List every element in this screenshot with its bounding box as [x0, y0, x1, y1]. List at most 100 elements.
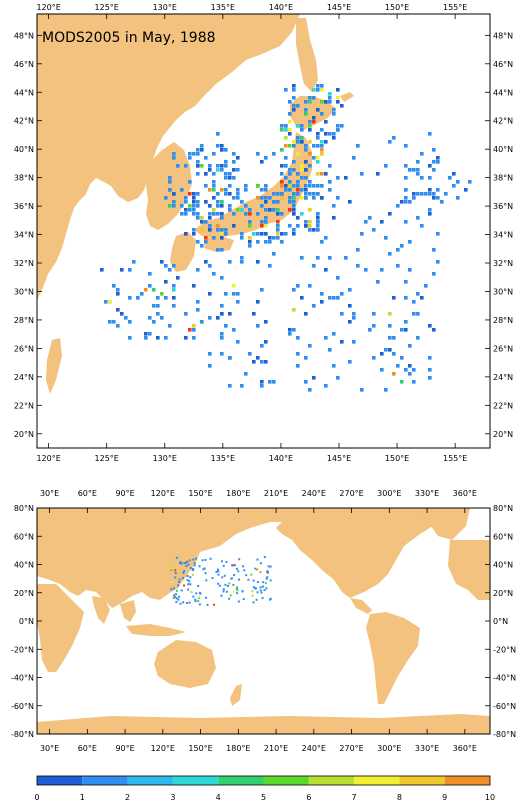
observation-cell	[183, 570, 186, 573]
observation-cell	[192, 595, 195, 598]
observation-cell	[172, 284, 176, 288]
lat-label: 46°N	[493, 60, 513, 69]
lon-label: 150°E	[385, 3, 409, 12]
bottom-map-lon-labels-bottom: 30°E 60°E 90°E 120°E 150°E 180°E 210°E 240°E 270…	[40, 744, 477, 753]
observation-cell	[175, 597, 178, 600]
observation-cell	[192, 324, 196, 328]
colorbar-tick-label: 0	[34, 793, 39, 802]
observation-cell	[300, 188, 304, 192]
observation-cell	[236, 192, 240, 196]
observation-cell	[380, 352, 384, 356]
observation-cell	[212, 236, 216, 240]
observation-cell	[172, 296, 176, 300]
land-hokkaido	[290, 96, 336, 130]
observation-cell	[172, 596, 175, 599]
observation-cell	[204, 236, 208, 240]
observation-cell	[208, 168, 212, 172]
observation-cell	[184, 212, 188, 216]
observation-cell	[264, 196, 268, 200]
observation-cell	[265, 577, 268, 580]
observation-cell	[392, 296, 396, 300]
observation-cell	[352, 312, 356, 316]
observation-cell	[196, 152, 200, 156]
observation-cell	[304, 108, 308, 112]
observation-cell	[254, 567, 257, 570]
observation-cell	[193, 564, 196, 567]
observation-cell	[404, 368, 408, 372]
observation-cell	[264, 188, 268, 192]
observation-cell	[404, 188, 408, 192]
observation-cell	[160, 260, 164, 264]
observation-cell	[236, 188, 240, 192]
observation-cell	[185, 564, 188, 567]
colorbar-tick-label: 1	[80, 793, 85, 802]
observation-cell	[264, 360, 268, 364]
lat-label: 32°N	[493, 259, 513, 268]
colorbar-tick-labels: 0 1 2 3 4 5 6 7 8 9 10	[34, 793, 495, 802]
observation-cell	[224, 188, 228, 192]
observation-cell	[196, 300, 200, 304]
observation-cell	[196, 192, 200, 196]
lon-label: 120°E	[151, 489, 175, 498]
observation-cell	[292, 104, 296, 108]
land-north-america	[276, 508, 436, 598]
observation-cell	[416, 172, 420, 176]
observation-cell	[192, 196, 196, 200]
observation-cell	[236, 292, 240, 296]
observation-cell	[276, 220, 280, 224]
observation-cell	[340, 340, 344, 344]
observation-cell	[260, 196, 264, 200]
observation-cell	[212, 152, 216, 156]
observation-cell	[300, 176, 304, 180]
observation-cell	[128, 268, 132, 272]
lon-label: 360°E	[453, 744, 477, 753]
lat-label: 30°N	[493, 287, 513, 296]
lat-label: 40°N	[493, 145, 513, 154]
observation-cell	[220, 232, 224, 236]
observation-cell	[128, 320, 132, 324]
observation-cell	[296, 352, 300, 356]
observation-cell	[400, 356, 404, 360]
observation-cell	[320, 148, 324, 152]
observation-cell	[296, 180, 300, 184]
observation-cell	[316, 256, 320, 260]
observation-cell	[212, 272, 216, 276]
observation-cell	[160, 316, 164, 320]
observation-cell	[328, 100, 332, 104]
lat-label: 32°N	[14, 259, 34, 268]
observation-cell	[168, 180, 172, 184]
observation-cell	[304, 380, 308, 384]
observation-cell	[236, 300, 240, 304]
observation-cell	[312, 264, 316, 268]
observation-cell	[296, 188, 300, 192]
observation-cell	[260, 232, 264, 236]
observation-cell	[316, 224, 320, 228]
observation-cell	[266, 570, 269, 573]
observation-cell	[400, 200, 404, 204]
observation-cell	[200, 228, 204, 232]
observation-cell	[266, 576, 269, 579]
observation-cell	[180, 589, 183, 592]
observation-cell	[424, 192, 428, 196]
lon-label: 150°E	[188, 744, 212, 753]
observation-cell	[296, 364, 300, 368]
observation-cell	[328, 188, 332, 192]
observation-cell	[216, 164, 220, 168]
observation-cell	[240, 384, 244, 388]
observation-cell	[284, 88, 288, 92]
observation-cell	[173, 596, 176, 599]
observation-cell	[260, 380, 264, 384]
observation-cell	[172, 200, 176, 204]
observation-cell	[328, 348, 332, 352]
observation-cell	[352, 340, 356, 344]
observation-cell	[336, 376, 340, 380]
observation-cell	[228, 597, 231, 600]
observation-cell	[428, 368, 432, 372]
observation-cell	[336, 296, 340, 300]
observation-cell	[296, 124, 300, 128]
observation-cell	[225, 590, 228, 593]
observation-cell	[177, 584, 180, 587]
observation-cell	[264, 200, 268, 204]
colorbar-cell	[82, 776, 128, 785]
observation-cell	[292, 208, 296, 212]
